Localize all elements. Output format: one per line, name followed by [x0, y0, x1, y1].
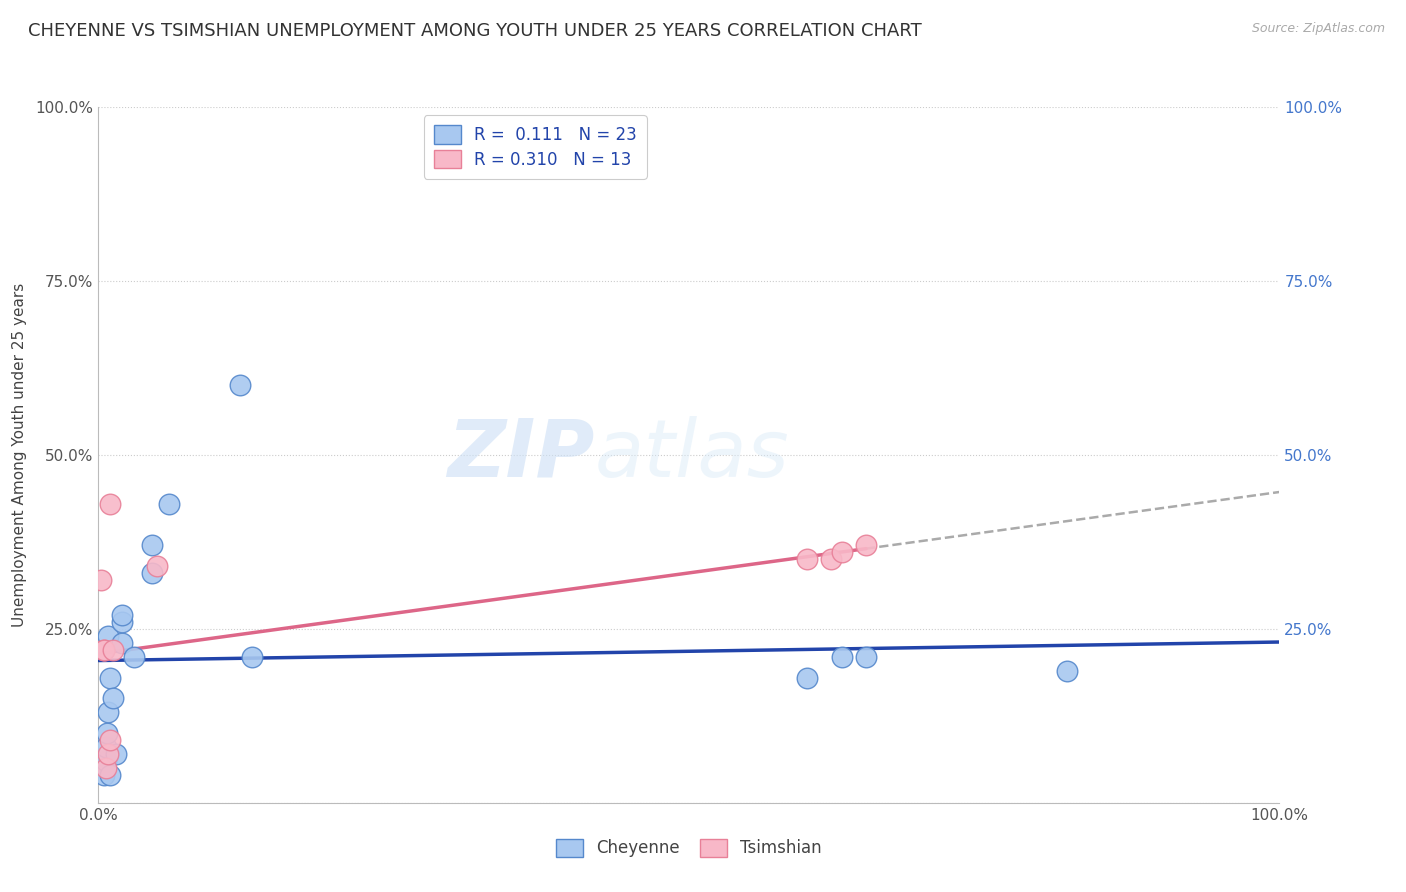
Point: [98, 671, 121, 685]
Point: [855, 538, 877, 552]
Point: [157, 497, 180, 511]
Point: [98, 497, 121, 511]
Point: [105, 747, 128, 761]
Point: [229, 378, 252, 392]
Point: [111, 636, 134, 650]
Point: [111, 615, 134, 629]
Point: [94, 761, 117, 775]
Point: [855, 649, 877, 664]
Point: [98, 733, 121, 747]
Text: CHEYENNE VS TSIMSHIAN UNEMPLOYMENT AMONG YOUTH UNDER 25 YEARS CORRELATION CHART: CHEYENNE VS TSIMSHIAN UNEMPLOYMENT AMONG…: [28, 22, 922, 40]
Point: [796, 671, 818, 685]
Point: [141, 566, 163, 581]
Point: [101, 642, 124, 657]
Point: [97, 629, 120, 643]
Point: [240, 649, 263, 664]
Y-axis label: Unemployment Among Youth under 25 years: Unemployment Among Youth under 25 years: [13, 283, 27, 627]
Point: [97, 706, 120, 720]
Text: Source: ZipAtlas.com: Source: ZipAtlas.com: [1251, 22, 1385, 36]
Point: [831, 545, 853, 559]
Point: [101, 691, 124, 706]
Point: [93, 642, 115, 657]
Point: [146, 559, 169, 574]
Point: [96, 726, 118, 740]
Point: [141, 538, 163, 552]
Text: atlas: atlas: [595, 416, 789, 494]
Point: [111, 607, 134, 622]
Point: [94, 754, 117, 768]
Point: [90, 573, 112, 587]
Text: ZIP: ZIP: [447, 416, 595, 494]
Point: [93, 768, 115, 782]
Point: [796, 552, 818, 566]
Legend: Cheyenne, Tsimshian: Cheyenne, Tsimshian: [550, 832, 828, 864]
Point: [122, 649, 145, 664]
Point: [98, 768, 121, 782]
Point: [94, 740, 117, 755]
Point: [831, 649, 853, 664]
Point: [97, 747, 120, 761]
Point: [93, 642, 115, 657]
Point: [1056, 664, 1078, 678]
Point: [820, 552, 842, 566]
